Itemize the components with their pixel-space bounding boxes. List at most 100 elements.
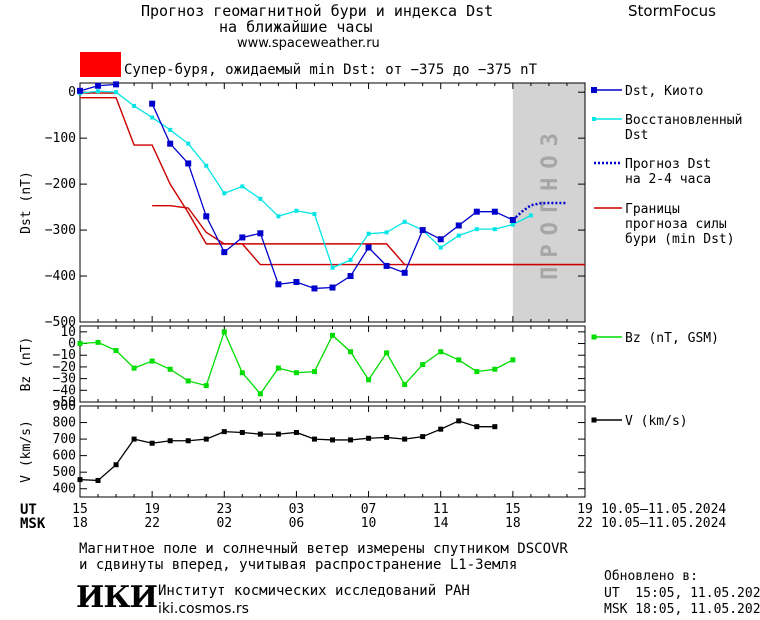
bz-point [149, 358, 155, 364]
msk-tick-label: 22 [577, 516, 593, 531]
restored-dst-point [366, 231, 371, 236]
legend-forecast-legend-text: на 2-4 часа [625, 172, 711, 187]
bz-point [203, 383, 209, 389]
msk-date-range: 10.05–11.05.2024 [601, 516, 727, 531]
restored-dst-point [240, 184, 245, 189]
y-axis-label: Dst (nT) [19, 171, 34, 234]
solar-wind-speed-point [257, 431, 263, 437]
legend-restored-legend-text: Восстановленный [625, 113, 742, 128]
bz-point [330, 332, 335, 338]
y-tick-label: 600 [53, 449, 76, 464]
restored-dst-point [294, 208, 299, 213]
updated-msk: MSK 18:05, 11.05.2024 [604, 602, 760, 617]
y-tick-label: −20 [53, 360, 76, 375]
y-tick-label: −500 [45, 315, 76, 330]
solar-wind-speed-line [79, 420, 495, 482]
msk-tick-label: 06 [289, 516, 305, 531]
restored-dst-line [79, 90, 532, 269]
legend-v-legend-text: V (km/s) [625, 414, 688, 429]
solar-wind-speed-point [474, 424, 480, 430]
bz-point [113, 348, 119, 354]
dst-kyoto-point [293, 279, 300, 286]
restored-dst-point [258, 196, 263, 201]
solar-wind-speed-point [311, 436, 317, 442]
y-tick-label: 700 [53, 432, 76, 447]
msk-tick-label: 18 [505, 516, 521, 531]
bz-point [438, 349, 444, 355]
bz-point [185, 378, 191, 384]
y-tick-label: 800 [53, 416, 76, 431]
restored-dst-point [204, 163, 209, 168]
restored-dst-point [330, 265, 335, 270]
y-tick-label: 0 [68, 85, 76, 100]
restored-dst-point [222, 191, 227, 196]
bz-point [402, 381, 408, 387]
y-tick-label: 10 [60, 325, 76, 340]
solar-wind-speed-point [293, 429, 299, 435]
bz-point [95, 339, 101, 345]
solar-wind-speed-point [95, 477, 101, 483]
restored-dst-point [348, 257, 353, 262]
dst-kyoto-point [383, 262, 390, 269]
restored-dst-point [150, 115, 155, 120]
solar-wind-speed-point [185, 438, 191, 444]
solar-wind-speed-point [420, 434, 426, 440]
ut-tick-label: 03 [289, 502, 305, 517]
restored-dst-point [276, 214, 281, 219]
msk-tick-label: 02 [216, 516, 232, 531]
solar-wind-speed-point [438, 426, 444, 432]
y-tick-label: 0 [68, 337, 76, 352]
legend-dst-swatch-marker [591, 87, 597, 93]
dst-kyoto-point [221, 249, 228, 256]
solar-wind-speed-point [402, 436, 408, 442]
dst-kyoto-point [203, 213, 210, 220]
legend-dst-legend-text: Dst, Киото [625, 84, 703, 99]
bz-point [221, 329, 227, 335]
solar-wind-speed-point [113, 462, 119, 468]
footer-note-line2: и сдвинуты вперед, учитывая распростране… [79, 557, 518, 573]
solar-wind-speed-point [77, 477, 83, 483]
y-tick-label: 900 [53, 399, 76, 414]
msk-axis-label: MSK [20, 516, 46, 532]
y-tick-label: −40 [53, 383, 76, 398]
storm-alert-swatch [80, 52, 121, 77]
solar-wind-speed-point [492, 424, 498, 430]
solar-wind-speed-point [330, 437, 335, 443]
dst-kyoto-point [167, 140, 174, 147]
restored-dst-point [474, 227, 479, 232]
legend-restored-swatch-marker [592, 117, 596, 121]
bz-point [167, 366, 173, 372]
solar-wind-speed-point [131, 436, 137, 442]
ut-tick-label: 11 [433, 502, 449, 517]
legend-v-swatch-marker [591, 417, 597, 423]
storm-alert-text: Супер-буря, ожидаемый min Dst: от −375 д… [124, 62, 538, 78]
legend-bounds-legend-text: бури (min Dst) [625, 232, 735, 247]
restored-dst-point [402, 219, 407, 224]
dst-kyoto-point [275, 281, 282, 288]
site-url[interactable]: www.spaceweather.ru [237, 36, 380, 51]
solar-wind-speed-point [366, 435, 372, 441]
restored-dst-point [312, 211, 317, 216]
bound-upper-line [80, 97, 585, 266]
restored-dst-point [186, 141, 191, 146]
y-tick-label: −300 [45, 223, 76, 238]
legend-restored-legend-text: Dst [625, 128, 648, 143]
legend-bounds-legend-text: прогноза силы [625, 217, 727, 232]
dst-kyoto-point [95, 82, 102, 89]
restored-dst-point [492, 227, 497, 232]
dst-kyoto-line [151, 103, 514, 290]
ut-tick-label: 15 [505, 502, 521, 517]
msk-tick-label: 18 [72, 516, 88, 531]
legend-bz-legend-text: Bz (nT, GSM) [625, 331, 719, 346]
dst-kyoto-point [311, 285, 318, 292]
institute-url[interactable]: iki.cosmos.rs [158, 601, 249, 617]
dst-kyoto-point [365, 244, 372, 251]
bz-point [366, 377, 372, 383]
dst-kyoto-point [437, 236, 444, 243]
ut-date-range: 10.05–11.05.2024 [601, 502, 727, 517]
solar-wind-speed-point [203, 436, 209, 442]
bound-lower-line [152, 205, 585, 266]
restored-dst-point [438, 245, 443, 250]
bz-point [77, 341, 83, 347]
